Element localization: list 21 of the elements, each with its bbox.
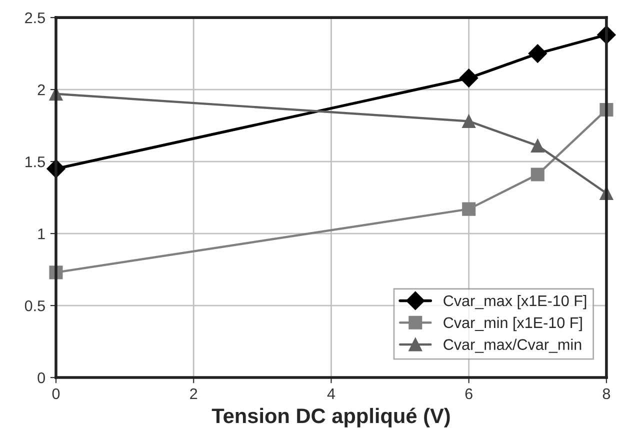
legend-label: Cvar_max/Cvar_min bbox=[444, 338, 582, 353]
y-tick-label: 0.5 bbox=[24, 300, 45, 312]
point bbox=[462, 202, 476, 216]
y-tick-label: 1.5 bbox=[25, 156, 45, 168]
x-tick-label: 4 bbox=[327, 388, 336, 400]
point bbox=[462, 114, 476, 128]
point bbox=[530, 168, 544, 182]
legend-label: Cvar_max [x1E-10 F] bbox=[444, 294, 586, 310]
x-tick-label: 2 bbox=[190, 388, 198, 400]
x-tick-label: 8 bbox=[602, 388, 610, 400]
x-tick-label: 6 bbox=[465, 388, 472, 400]
y-tick-label: 2.5 bbox=[25, 12, 45, 24]
y-tick-label: 1 bbox=[38, 228, 45, 240]
point bbox=[459, 68, 478, 88]
point bbox=[528, 44, 547, 63]
point bbox=[530, 138, 544, 152]
legend-label: Cvar_min [x1E-10 F] bbox=[444, 316, 582, 332]
y-tick-label: 2 bbox=[38, 84, 45, 96]
y-tick-label: 0 bbox=[38, 372, 45, 384]
x-axis-title: Tension DC appliqué (V) bbox=[212, 408, 450, 428]
x-tick-label: 0 bbox=[52, 388, 60, 400]
